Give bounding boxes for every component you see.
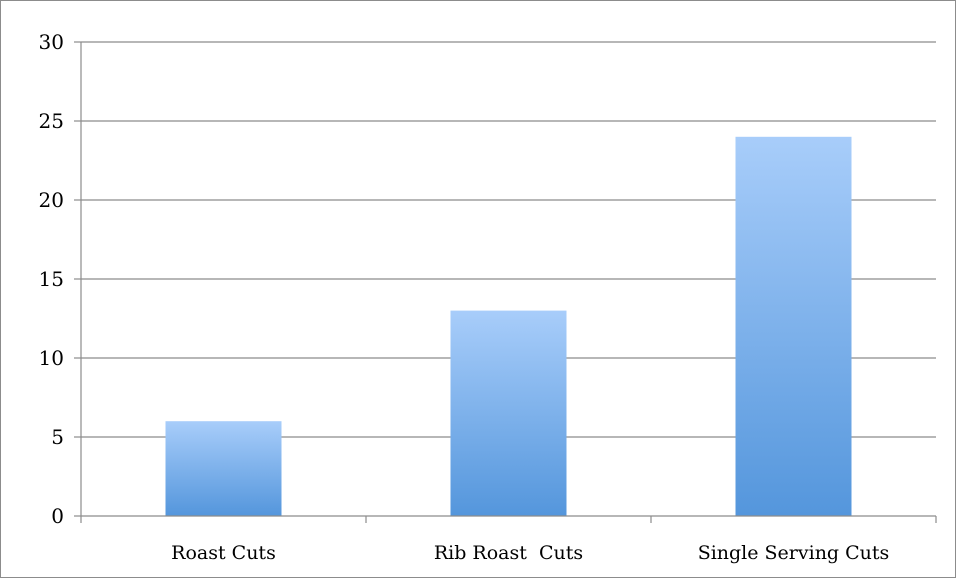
y-tick-label: 20 [39,188,64,212]
x-category-label: Single Serving Cuts [698,542,890,564]
labels: 0 5 10 15 20 25 30 Roast Cuts Rib Roast Cuts Sing… [39,30,890,564]
x-category-label: Roast Cuts [171,542,276,564]
bar-rib-roast-cuts [450,310,567,516]
bar-single-serving-cuts [735,136,852,517]
x-category-label: Rib Roast Cuts [434,542,583,564]
y-tick-label: 10 [39,346,64,370]
y-tick-label: 25 [39,109,64,133]
bar-roast-cuts [165,421,282,516]
y-tick-label: 0 [51,504,64,528]
bars [165,136,852,517]
y-tick-label: 30 [39,30,64,54]
axes [74,41,937,523]
y-tick-label: 15 [39,267,64,291]
y-tick-label: 5 [51,425,64,449]
